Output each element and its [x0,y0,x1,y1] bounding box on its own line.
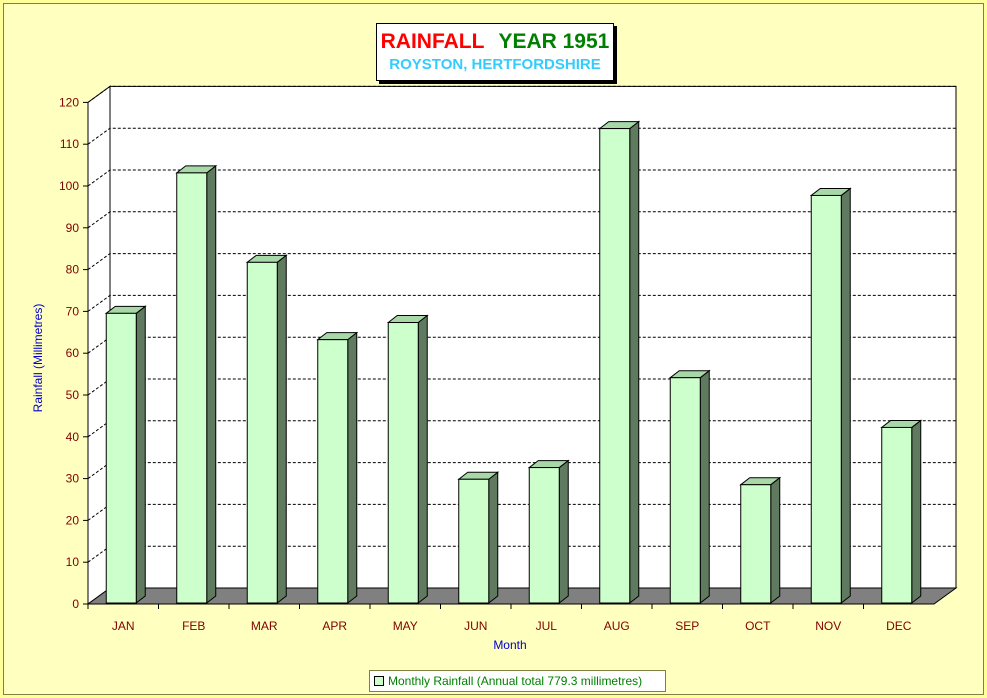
y-tick-label: 90 [66,221,80,235]
bar-side [558,459,569,605]
y-tick-label: 120 [59,95,79,109]
bar-side [488,471,499,605]
bar-side [840,187,851,605]
y-tick-label: 80 [66,263,80,277]
bar [175,164,218,605]
bar [668,369,711,605]
bar-front [105,312,137,604]
y-tick-label: 60 [66,346,80,360]
bar-front [246,261,278,604]
y-tick-label: 20 [66,513,80,527]
bar [809,187,852,605]
gridline [87,169,956,187]
bar-side [347,331,358,605]
chart-title-box: RAINFALL YEAR 1951 ROYSTON, HERTFORDSHIRE [376,23,614,81]
bar [386,314,429,605]
bar-front [387,322,419,604]
y-tick-label: 110 [60,137,79,151]
chart-title-year: YEAR 1951 [498,30,610,53]
bar-front [669,377,701,604]
gridline [87,85,956,103]
x-tick-label: NOV [815,619,841,633]
x-axis-ticks: JAN FEB MAR APR MAY JUN JUL AUG SEP OCT NOV DEC [87,603,934,633]
chart-title-rainfall: RAINFALL [380,30,485,53]
x-tick-label: AUG [604,619,630,633]
x-tick-label: FEB [182,619,205,633]
y-tick-label: 100 [59,179,79,193]
bar [457,471,500,605]
x-tick-label: JUL [536,619,558,633]
y-axis-title: Rainfall (Millimetres) [31,304,45,413]
bar [245,254,288,605]
gridline [87,127,956,145]
chart-title: RAINFALL YEAR 1951 [377,30,613,54]
bar [880,419,923,605]
bar-front [317,339,349,604]
y-tick-label: 70 [66,304,80,318]
bar-side [629,120,640,605]
bar-side [276,254,287,605]
bar [316,331,359,605]
bars [104,120,923,605]
y-tick-label: 10 [66,555,80,569]
x-tick-label: MAR [251,619,278,633]
bar-front [176,172,208,604]
y-tick-label: 40 [66,430,80,444]
bar-front [458,478,490,604]
bar-side [699,369,710,605]
legend-swatch [374,676,384,686]
bar-side [770,476,781,605]
x-tick-label: APR [322,619,347,633]
legend-label: Monthly Rainfall (Annual total 779.3 mil… [388,674,643,688]
x-tick-label: JUN [464,619,487,633]
gridline [87,211,956,229]
x-tick-label: MAY [393,619,418,633]
chart-subtitle: ROYSTON, HERTFORDSHIRE [389,56,601,73]
bar [598,120,641,605]
y-axis-ticks: 0 10 20 30 40 50 60 70 80 90 100 110 120 [59,95,89,611]
bar-front [599,128,631,604]
legend: Monthly Rainfall (Annual total 779.3 mil… [369,670,666,692]
rainfall-chart: 0 10 20 30 40 50 60 70 80 90 100 110 120 JAN FEB MAR AP… [31,85,958,652]
y-tick-label: 50 [66,388,80,402]
gridline [87,294,956,312]
x-tick-label: JAN [112,619,135,633]
bar-front [810,194,842,604]
bar-side [135,305,146,605]
x-tick-label: OCT [745,619,771,633]
gridline [87,253,956,271]
bar [739,476,782,605]
bar [104,305,147,605]
y-tick-label: 30 [66,472,80,486]
x-tick-label: DEC [886,619,912,633]
bar-front [881,426,913,604]
bar-front [528,467,560,604]
bar-front [740,484,772,604]
y-tick-label: 0 [72,597,79,611]
x-axis-title: Month [493,638,526,652]
bar-side [911,419,922,605]
x-tick-label: SEP [675,619,699,633]
bar-side [417,314,428,605]
bar-side [206,164,217,605]
chart-frame: 0 10 20 30 40 50 60 70 80 90 100 110 120 JAN FEB MAR AP… [3,3,984,695]
bar [527,459,570,605]
